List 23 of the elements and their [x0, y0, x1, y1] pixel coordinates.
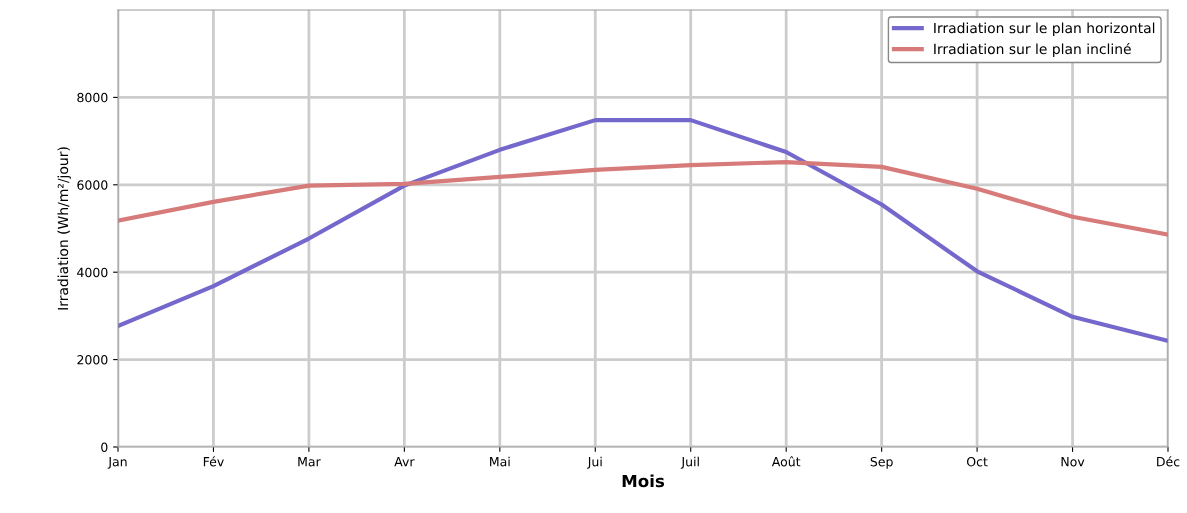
y-tick-label: 6000: [77, 180, 108, 190]
x-tick-label: Jan: [107, 457, 127, 469]
y-tick-label: 2000: [77, 355, 108, 365]
y-tick-label: 4000: [77, 267, 108, 278]
x-tick-label: Fév: [203, 456, 224, 467]
x-tick-label: Déc: [1157, 456, 1180, 467]
x-tick-label: Août: [771, 456, 801, 467]
x-tick-label: Avr: [394, 457, 415, 467]
x-tick-label: Jui: [587, 456, 602, 469]
line-series: [118, 118, 1168, 343]
x-axis-title: Mois: [622, 474, 665, 488]
legend-label: Irradiation sur le plan horizontal: [934, 22, 1155, 36]
line-series: [118, 159, 1168, 237]
x-tick-label: Mar: [298, 457, 321, 467]
legend-label: Irradiation sur le plan incliné: [934, 42, 1131, 57]
x-tick-label: Oct: [966, 456, 988, 467]
x-tick-label: Nov: [1061, 457, 1085, 467]
x-tick-label: Juil: [680, 456, 699, 469]
x-tick-label: Sep: [870, 456, 893, 469]
x-tick-label: Mai: [490, 456, 510, 467]
y-tick-label: 8000: [77, 92, 108, 103]
y-axis-title: Irradiation (Wh/m²/jour): [57, 147, 71, 310]
y-tick-label: 0: [101, 442, 108, 452]
